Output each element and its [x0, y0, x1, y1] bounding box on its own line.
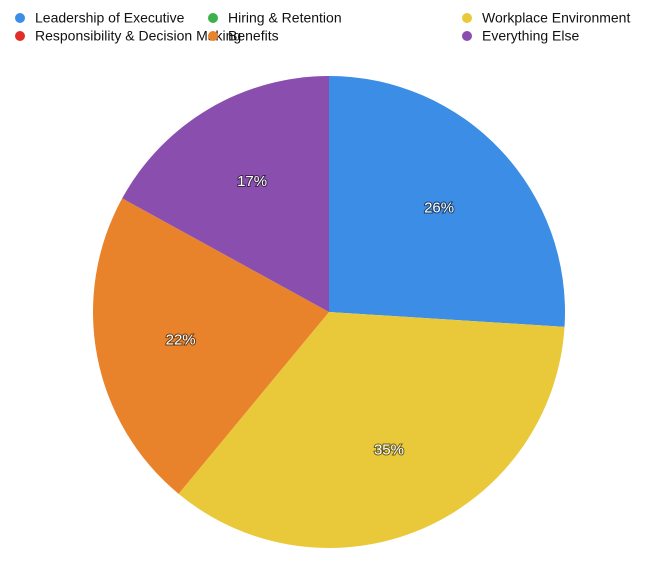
legend-label: Workplace Environment — [482, 10, 630, 26]
legend-label: Responsibility & Decision Making — [35, 28, 241, 44]
legend-label: Hiring & Retention — [228, 10, 342, 26]
legend-label: Everything Else — [482, 28, 579, 44]
value-label: 35% — [374, 442, 404, 459]
legend-label: Leadership of Executive — [35, 10, 185, 26]
legend-swatch — [208, 13, 218, 23]
value-label: 17% — [237, 173, 267, 190]
value-label: 26% — [424, 200, 454, 217]
legend-swatch — [462, 31, 472, 41]
legend-swatch — [15, 31, 25, 41]
value-label: 22% — [166, 331, 196, 348]
legend-swatch — [462, 13, 472, 23]
pie-slice — [122, 76, 329, 312]
pie-slice — [178, 312, 565, 549]
pie-slice — [329, 76, 565, 327]
legend-swatch — [15, 13, 25, 23]
legend-swatch — [208, 31, 218, 41]
legend-label: Benefits — [228, 28, 279, 44]
pie-slice — [92, 198, 329, 494]
